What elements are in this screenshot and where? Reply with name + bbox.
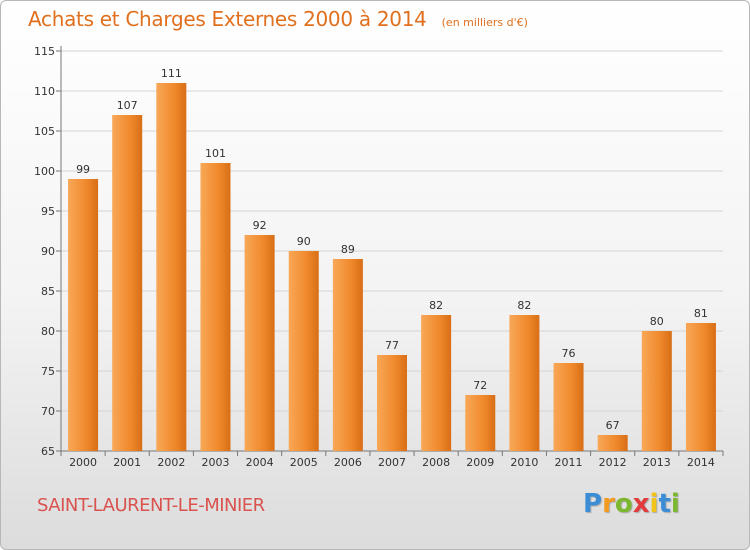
y-tick-label: 80: [41, 325, 55, 338]
y-tick-label: 115: [34, 45, 55, 58]
y-tick-label: 65: [41, 445, 55, 458]
x-tick-label-2005: 2005: [290, 456, 318, 469]
data-label-2014: 81: [694, 307, 708, 320]
data-label-2005: 90: [297, 235, 311, 248]
x-tick-label-2009: 2009: [466, 456, 494, 469]
data-label-2001: 107: [117, 99, 138, 112]
proxiti-logo: Proxiti: [583, 489, 680, 519]
x-tick-label-2012: 2012: [599, 456, 627, 469]
data-label-2008: 82: [429, 299, 443, 312]
data-label-2006: 89: [341, 243, 355, 256]
bar-2012: [597, 435, 628, 451]
bar-2014: [685, 323, 716, 451]
y-tick-label: 110: [34, 85, 55, 98]
chart-title: Achats et Charges Externes 2000 à 2014 (…: [28, 7, 528, 31]
bar-2005: [288, 251, 319, 451]
logo-letter: P: [583, 489, 603, 519]
bar-2002: [156, 83, 187, 451]
chart-subtitle: (en milliers d'€): [441, 16, 528, 29]
logo-letter: x: [632, 489, 650, 519]
data-label-2003: 101: [205, 147, 226, 160]
bar-2009: [465, 395, 496, 451]
x-tick-label-2008: 2008: [422, 456, 450, 469]
bar-2000: [68, 179, 99, 451]
x-tick-label-2004: 2004: [246, 456, 274, 469]
bar-2010: [509, 315, 540, 451]
data-label-2009: 72: [473, 379, 487, 392]
bar-2001: [112, 115, 143, 451]
x-tick-label-2003: 2003: [201, 456, 229, 469]
y-tick-label: 90: [41, 245, 55, 258]
y-axis-ticks: 65 70 75 80 85 90 95 100 105 110 115: [34, 45, 55, 458]
bars: [68, 83, 716, 451]
logo-letter: r: [602, 489, 615, 519]
x-tick-label-2001: 2001: [113, 456, 141, 469]
logo-letter: t: [658, 489, 671, 519]
x-tick-label-2010: 2010: [510, 456, 538, 469]
logo-letter: i: [649, 489, 659, 519]
data-label-2002: 111: [161, 67, 182, 80]
y-tick-label: 85: [41, 285, 55, 298]
logo-letter: o: [614, 489, 633, 519]
bar-2007: [377, 355, 407, 451]
data-label-2013: 80: [650, 315, 664, 328]
bar-2003: [200, 163, 231, 451]
commune-name: SAINT-LAURENT-LE-MINIER: [37, 495, 265, 516]
y-tick-label: 100: [34, 165, 55, 178]
data-label-2007: 77: [385, 339, 399, 352]
bar-2013: [641, 331, 672, 451]
x-tick-label-2000: 2000: [69, 456, 97, 469]
bar-2008: [421, 315, 452, 451]
data-label-2010: 82: [517, 299, 531, 312]
chart-title-text: Achats et Charges Externes 2000 à 2014: [28, 7, 427, 31]
data-label-2012: 67: [606, 419, 620, 432]
bar-2004: [244, 235, 275, 451]
bar-2011: [553, 363, 584, 451]
bar-2006: [332, 259, 363, 451]
y-tick-label: 75: [41, 365, 55, 378]
x-axis-ticks: 2000 2001 2002 2003 2004 2005 2006 2007 2008 2009…: [69, 456, 715, 469]
logo-letter: i: [670, 489, 680, 519]
y-tick-label: 70: [41, 405, 55, 418]
data-labels: 99 107 111 101 92 90 89 77 82 72 82 76 67 80 81: [76, 67, 708, 432]
x-tick-label-2007: 2007: [378, 456, 406, 469]
data-label-2011: 76: [562, 347, 576, 360]
x-tick-label-2014: 2014: [687, 456, 715, 469]
data-label-2000: 99: [76, 163, 90, 176]
x-tick-label-2011: 2011: [555, 456, 583, 469]
x-tick-label-2013: 2013: [643, 456, 671, 469]
x-tick-label-2002: 2002: [157, 456, 185, 469]
y-tick-label: 95: [41, 205, 55, 218]
y-tick-label: 105: [34, 125, 55, 138]
x-tick-label-2006: 2006: [334, 456, 362, 469]
data-label-2004: 92: [253, 219, 267, 232]
